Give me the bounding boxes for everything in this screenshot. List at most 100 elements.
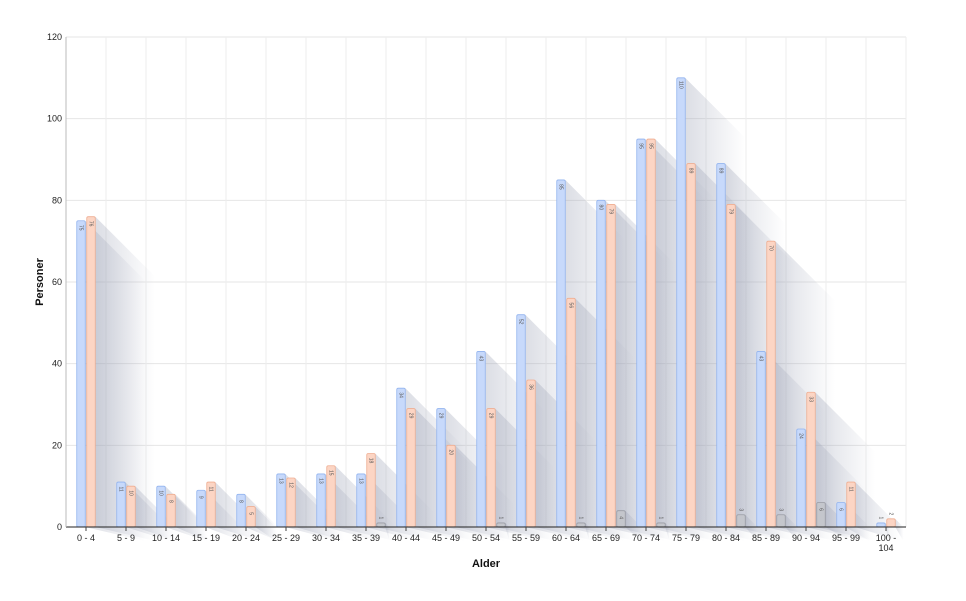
bar-value-label: 36 (528, 384, 534, 390)
bar-value-label: 10 (158, 490, 164, 496)
bar-value-label: 10 (128, 490, 134, 496)
bar-value-label: 33 (808, 396, 814, 402)
bar-value-label: 29 (408, 413, 414, 419)
bar (516, 314, 526, 528)
bar-value-label: 79 (608, 209, 614, 215)
bar-value-label: 43 (758, 356, 764, 362)
y-tick-label: 120 (47, 32, 62, 42)
bar-value-label: 95 (648, 143, 654, 149)
x-tick-label: 80 - 84 (712, 533, 740, 543)
bar-value-label: 1 (498, 517, 504, 520)
bar-value-label: 1 (878, 517, 884, 520)
bar (566, 297, 576, 528)
y-tick-label: 20 (52, 440, 62, 450)
bar (656, 522, 666, 528)
y-axis-title: Personer (34, 257, 46, 305)
bar-value-label: 5 (248, 512, 254, 515)
bar-value-label: 4 (618, 516, 624, 519)
x-tick-label: 55 - 59 (512, 533, 540, 543)
bar-value-label: 1 (578, 517, 584, 520)
x-tick-label: 20 - 24 (232, 533, 260, 543)
bar-value-label: 29 (488, 413, 494, 419)
bar-value-label: 15 (328, 470, 334, 476)
bar-value-label: 80 (598, 205, 604, 211)
bars (76, 77, 896, 528)
bar-value-label: 9 (198, 496, 204, 499)
bar-shadow (625, 510, 642, 541)
x-tick-label: 90 - 94 (792, 533, 820, 543)
bar (556, 179, 566, 528)
bar (446, 444, 456, 528)
bar (806, 391, 816, 528)
y-tick-label: 0 (57, 522, 62, 532)
bar-value-label: 24 (798, 433, 804, 439)
bar-value-label: 13 (318, 478, 324, 484)
bar-value-label: 34 (398, 392, 404, 398)
x-tick-label: 30 - 34 (312, 533, 340, 543)
bar (676, 77, 686, 528)
bar (486, 408, 496, 528)
bar-value-label: 75 (78, 225, 84, 231)
bar-value-label: 85 (558, 184, 564, 190)
bar-shadow (175, 494, 208, 541)
bar-shadow (785, 514, 798, 541)
x-tick-label: 75 - 79 (672, 533, 700, 543)
bar-value-label: 29 (438, 413, 444, 419)
bar (726, 204, 736, 528)
x-axis-title: Alder (472, 558, 501, 570)
x-tick-label: 95 - 99 (832, 533, 860, 543)
y-tick-label: 80 (52, 195, 62, 205)
bar-value-label: 18 (368, 458, 374, 464)
x-tick-label: 40 - 44 (392, 533, 420, 543)
bar-value-label: 110 (678, 81, 684, 89)
bar (576, 522, 586, 528)
bar (406, 408, 416, 528)
bar-shadow (895, 518, 904, 541)
bar-value-label: 79 (728, 209, 734, 215)
y-tick-label: 100 (47, 114, 62, 124)
bar (736, 514, 746, 528)
y-tick-labels: 0 20 40 60 80 100 120 (47, 32, 62, 532)
bar (686, 163, 696, 528)
x-tick-label: 70 - 74 (632, 533, 660, 543)
bar-value-label: 13 (358, 478, 364, 484)
bar (816, 502, 826, 528)
bar (776, 514, 786, 528)
bar (716, 163, 726, 528)
bar (606, 204, 616, 528)
bar-value-label: 70 (768, 245, 774, 251)
bar-value-label: 11 (848, 486, 854, 491)
bar (376, 522, 386, 528)
bar-value-label: 56 (568, 303, 574, 309)
bar (526, 379, 536, 528)
x-tick-label: 50 - 54 (472, 533, 500, 543)
bar (436, 408, 446, 528)
bar-value-label: 8 (238, 500, 244, 503)
bar-value-label: 1 (658, 517, 664, 520)
bar-value-label: 11 (118, 486, 124, 491)
x-tick-label: 85 - 89 (752, 533, 780, 543)
x-tick-label: 65 - 69 (592, 533, 620, 543)
bar (766, 240, 776, 528)
x-tick-label: 5 - 9 (117, 533, 135, 543)
bar (246, 506, 256, 528)
x-tick-label: 10 - 14 (152, 533, 180, 543)
bar-shadow (255, 506, 276, 541)
bar (496, 522, 506, 528)
x-tick-label: 45 - 49 (432, 533, 460, 543)
bar (646, 138, 656, 528)
bar (396, 387, 406, 528)
bar-value-label: 3 (738, 508, 744, 511)
bar-value-label: 52 (518, 319, 524, 325)
bar-value-label: 95 (638, 143, 644, 149)
y-tick-label: 40 (52, 359, 62, 369)
bar-value-label: 13 (278, 478, 284, 484)
bar-value-label: 6 (838, 508, 844, 511)
bar (76, 220, 86, 528)
x-tick-label: 25 - 29 (272, 533, 300, 543)
x-tick-label: 0 - 4 (77, 533, 95, 543)
x-tick-labels: 0 - 4 5 - 9 10 - 14 15 - 19 20 - 24 25 - 29 30… (77, 533, 896, 553)
bar-value-label: 43 (478, 356, 484, 362)
